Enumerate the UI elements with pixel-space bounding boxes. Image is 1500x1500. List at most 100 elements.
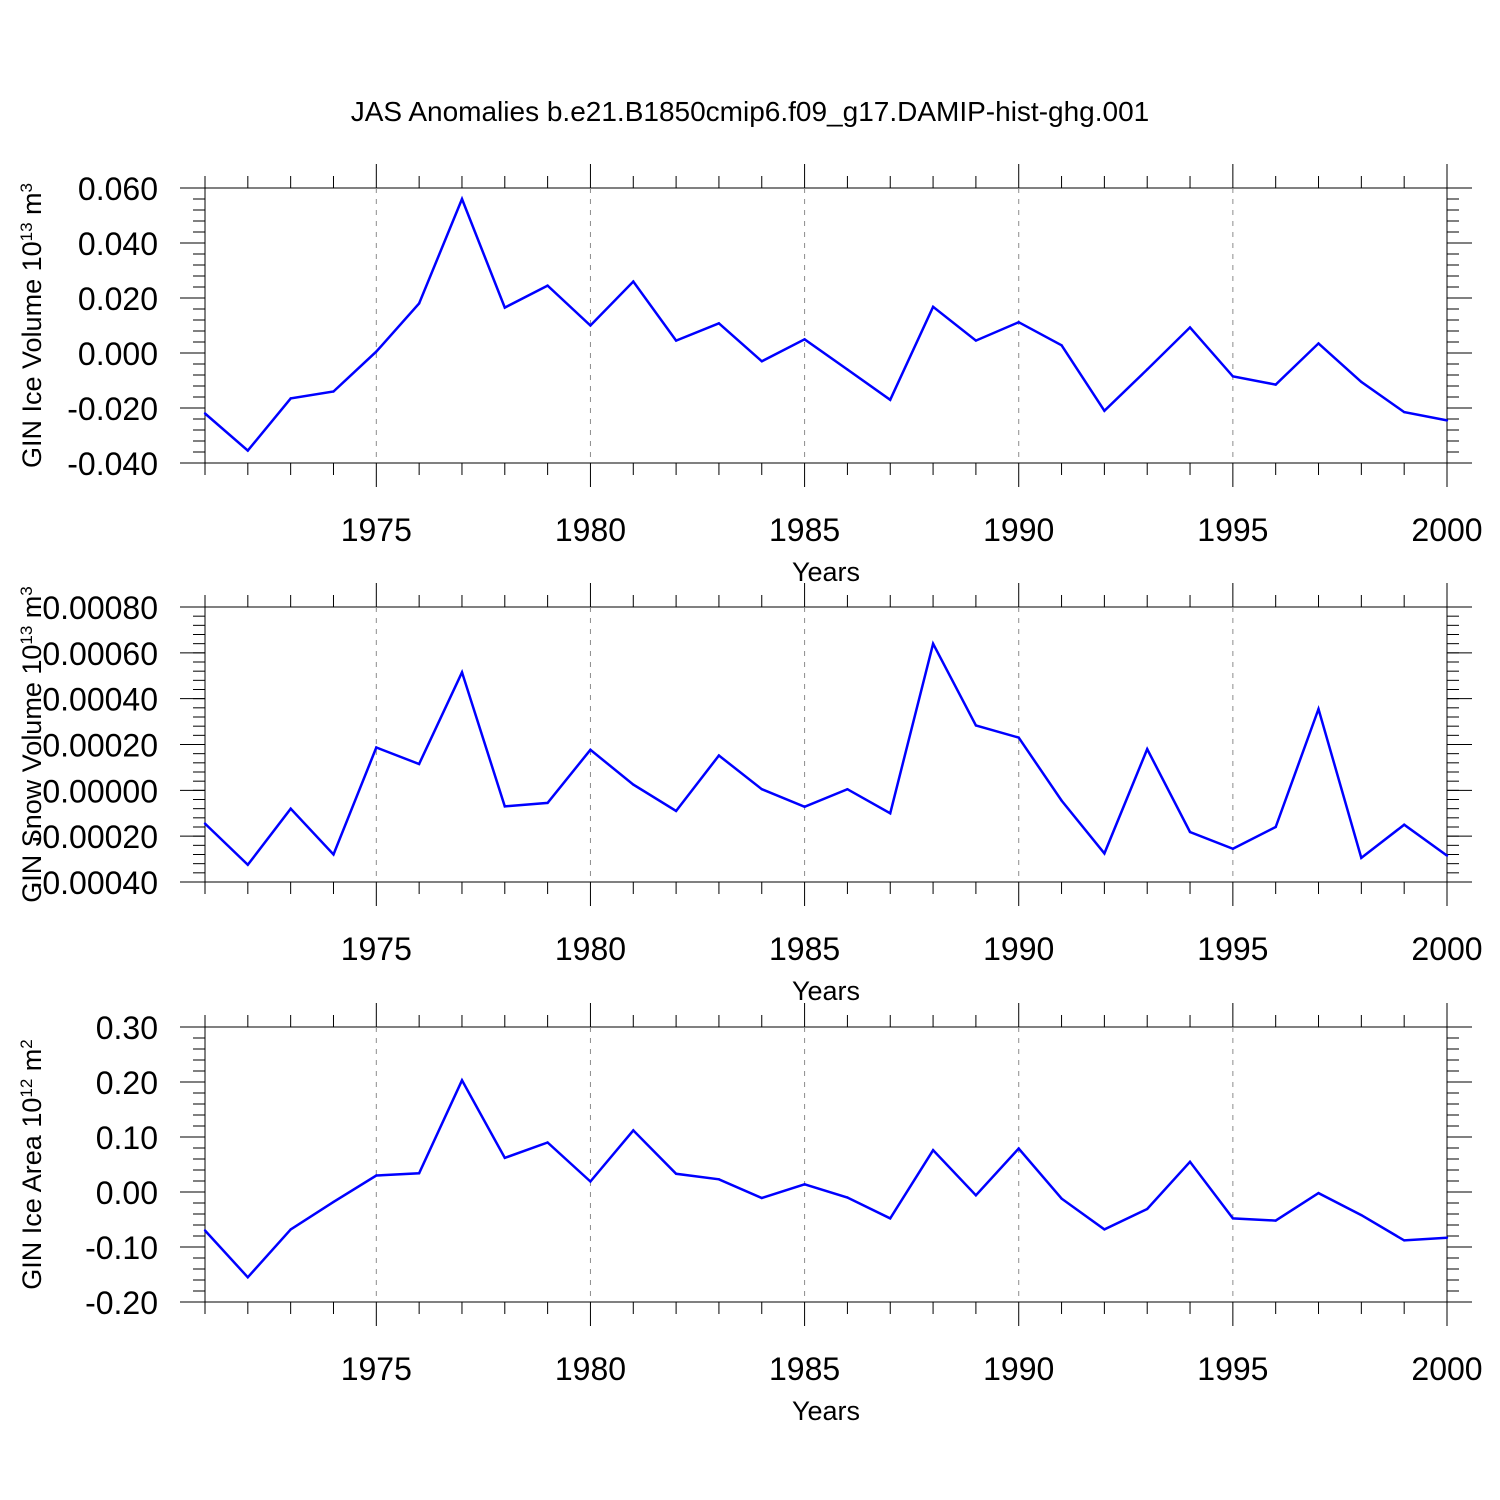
panel-3-xtick-label-0: 1975 [341,1351,412,1387]
panel-3-point-1997 [1317,1191,1320,1195]
panel-2-ylabel-part-0: GIN Snow Volume 10 [17,645,47,903]
panel-2-point-1992 [1103,852,1106,855]
panel-3-point-1982 [674,1172,678,1176]
panel-3-ytick-label-0: -0.20 [85,1285,158,1321]
panel-3-xtick-label-1: 1980 [555,1351,626,1387]
panel-1-point-1972 [246,449,249,452]
panel-3-point-1995 [1231,1217,1235,1220]
panel-1-point-1999 [1403,410,1406,414]
panel-1-point-1994 [1188,326,1192,329]
panel-2-point-1982 [674,809,678,813]
panel-3-ylabel-part-1: 12 [17,1079,36,1098]
panel-2-point-2000 [1445,854,1449,857]
panel-3-point-1991 [1060,1197,1063,1200]
panel-2-ytick-label-6: 0.00080 [42,590,158,626]
panel-2-point-1997 [1317,707,1320,711]
panel-3-point-1976 [417,1172,421,1175]
panel-2-point-1987 [889,812,892,815]
panel-3-point-1981 [632,1129,635,1132]
panel-1-series-line [204,195,1448,453]
panel-2-xtick-label-4: 1995 [1197,931,1268,967]
panel-2-point-1979 [546,801,549,805]
panel-2-xtick-label-1: 1980 [555,931,626,967]
panel-1-point-1986 [846,368,849,371]
panel-3-point-1998 [1360,1213,1363,1217]
panel-3-point-1971 [203,1229,207,1232]
panel-3-ylabel: GIN Ice Area 1012 m2 [17,1039,48,1290]
panel-3-xtick-label-3: 1990 [983,1351,1054,1387]
panel-3-point-1975 [375,1174,378,1177]
panel-1-ytick-label-3: 0.020 [78,281,158,317]
panel-2-point-1996 [1274,825,1277,829]
panel-3-point-1987 [889,1217,892,1220]
panel-2-point-1981 [632,783,635,786]
panel-3-point-1978 [503,1156,506,1160]
panel-2-point-1985 [803,805,806,808]
panel-2-point-1974 [332,853,335,856]
panel-1-point-1985 [803,338,806,341]
panel-2-ytick-label-5: 0.00060 [42,636,158,672]
panel-3-point-1986 [846,1196,849,1199]
panel-2-xtick-label-3: 1990 [983,931,1054,967]
panel-2-point-1972 [246,863,249,866]
panel-2-xtick-label-5: 2000 [1411,931,1482,967]
panel-1-ytick-label-4: 0.040 [78,226,158,262]
panel-3-xtick-label-4: 1995 [1197,1351,1268,1387]
panel-1-xtick-label-0: 1975 [341,512,412,548]
panel-1-point-1993 [1146,368,1149,371]
panel-2-point-1976 [417,762,421,766]
panel-3-xlabel: Years [792,1396,860,1426]
panel-2-point-1990 [1017,736,1020,739]
panel-3-point-1974 [332,1200,335,1204]
panel-3-point-2000 [1445,1236,1449,1239]
panel-1-xtick-label-5: 2000 [1411,512,1482,548]
panel-1-point-1977 [460,197,464,201]
figure-title: JAS Anomalies b.e21.B1850cmip6.f09_g17.D… [350,96,1150,127]
panel-3-point-1992 [1103,1228,1106,1231]
panel-1-xtick-label-3: 1990 [983,512,1054,548]
panel-3-point-1990 [1017,1147,1020,1150]
panel-2-point-1989 [974,724,978,727]
panel-3-ytick-label-4: 0.20 [96,1065,158,1101]
panel-1-xlabel: Years [792,557,860,587]
panel-2-xlabel: Years [792,976,860,1006]
panel-2-point-1988 [931,642,935,645]
panel-1-point-1988 [931,305,935,308]
panel-3-point-1994 [1188,1160,1192,1164]
panel-1-point-1976 [417,302,421,305]
panel-1-point-1989 [974,339,978,342]
panel-3-point-1993 [1146,1207,1149,1211]
panel-2-ytick-label-2: 0.00000 [42,773,158,809]
panel-1-point-1992 [1103,409,1106,412]
panel-2-ytick-label-0: -0.00040 [32,865,158,901]
panel-1-point-1991 [1060,344,1063,347]
panel-2-point-1991 [1060,799,1063,802]
panel-3-point-1977 [460,1079,464,1082]
panel-2-point-1973 [289,807,292,810]
panel-2-point-1999 [1403,823,1406,826]
panel-3-point-1973 [289,1228,292,1231]
panel-1-ytick-label-2: 0.000 [78,336,158,372]
panel-2-ylabel: GIN Snow Volume 1013 m3 [17,586,48,903]
panel-3-point-1988 [931,1149,935,1152]
panel-1-point-1996 [1274,383,1277,386]
panel-2-point-1975 [375,746,378,749]
panel-1-point-1987 [889,398,892,401]
panel-2-point-1986 [846,788,849,791]
panel-3-point-1996 [1274,1219,1277,1222]
panel-3-ylabel-part-3: 2 [17,1039,36,1048]
panel-1-xtick-label-1: 1980 [555,512,626,548]
panel-2-point-1983 [717,754,721,757]
panel-2-ylabel-part-2: m [17,596,47,626]
panel-3-point-1985 [803,1183,806,1186]
panel-3-point-1980 [589,1180,592,1183]
panel-3-ytick-label-2: 0.00 [96,1175,158,1211]
panel-2-point-1994 [1188,830,1192,834]
panel-2-xtick-label-2: 1985 [769,931,840,967]
panel-2-ytick-label-4: 0.00040 [42,682,158,718]
panel-3-point-1999 [1403,1239,1406,1242]
panel-1-point-2000 [1445,419,1449,422]
panel-3-point-1983 [717,1178,721,1181]
panel-1-xtick-label-2: 1985 [769,512,840,548]
panel-3-point-1979 [546,1141,549,1144]
